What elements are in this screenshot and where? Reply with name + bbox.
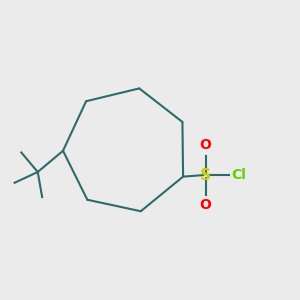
Text: S: S — [200, 168, 211, 183]
Text: O: O — [200, 138, 212, 152]
Text: O: O — [200, 198, 212, 212]
Text: Cl: Cl — [232, 168, 247, 182]
